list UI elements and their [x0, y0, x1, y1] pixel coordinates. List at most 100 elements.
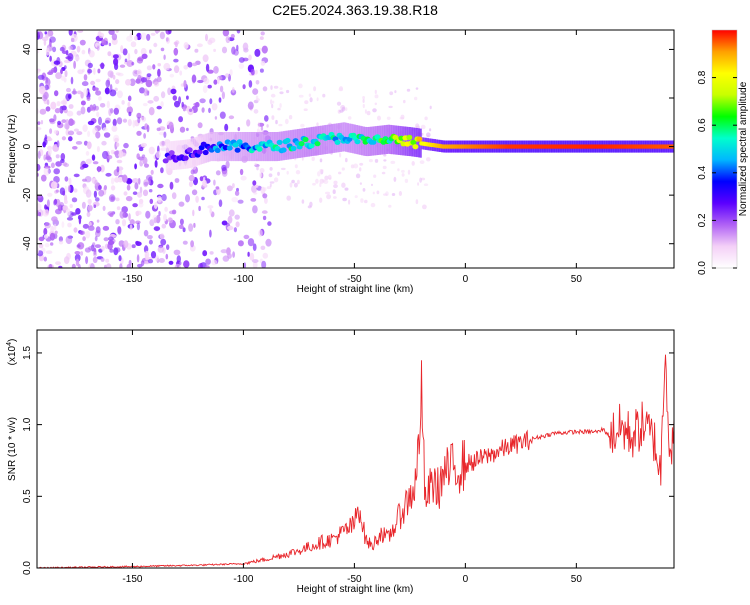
noise-speckle — [127, 53, 131, 61]
noise-speckle — [70, 76, 74, 85]
noise-speckle — [66, 208, 71, 217]
noise-speckle — [165, 37, 169, 42]
noise-speckle — [80, 106, 86, 115]
noise-speckle — [209, 251, 214, 255]
noise-speckle — [228, 209, 235, 217]
noise-speckle — [112, 118, 117, 127]
noise-speckle — [213, 79, 218, 85]
noise-speckle — [225, 36, 231, 44]
noise-speckle — [359, 182, 362, 185]
noise-speckle — [178, 224, 184, 229]
noise-speckle — [92, 242, 96, 247]
y-tick-label: -20 — [22, 187, 33, 202]
noise-speckle — [126, 178, 133, 184]
noise-speckle — [89, 104, 94, 111]
noise-speckle — [98, 185, 102, 190]
noise-speckle — [68, 104, 74, 109]
noise-speckle — [143, 229, 149, 237]
noise-speckle — [158, 258, 165, 263]
noise-speckle — [90, 80, 96, 86]
noise-speckle — [388, 204, 392, 208]
noise-speckle — [277, 107, 281, 111]
noise-speckle — [183, 260, 190, 268]
noise-speckle — [116, 117, 123, 125]
noise-speckle — [269, 183, 272, 188]
noise-speckle — [163, 131, 167, 138]
noise-speckle — [203, 77, 210, 85]
noise-speckle — [83, 88, 88, 97]
noise-speckle — [95, 90, 102, 96]
noise-speckle — [47, 147, 52, 156]
noise-speckle — [381, 171, 386, 175]
noise-speckle — [43, 227, 48, 236]
noise-speckle — [88, 225, 95, 231]
noise-speckle — [154, 160, 158, 168]
noise-speckle — [234, 214, 240, 220]
noise-speckle — [377, 115, 381, 121]
noise-speckle — [163, 54, 166, 60]
noise-speckle — [407, 169, 411, 175]
noise-speckle — [415, 199, 419, 205]
noise-speckle — [262, 187, 267, 192]
noise-speckle — [57, 120, 62, 126]
noise-speckle — [136, 130, 142, 136]
noise-speckle — [88, 199, 92, 207]
noise-speckle — [419, 177, 422, 183]
noise-speckle — [102, 225, 110, 231]
noise-speckle — [147, 259, 154, 264]
trace-halo — [416, 128, 419, 158]
noise-speckle — [48, 263, 53, 268]
noise-speckle — [153, 95, 160, 102]
noise-speckle — [95, 197, 100, 202]
noise-speckle — [96, 146, 100, 153]
noise-speckle — [81, 201, 86, 209]
noise-speckle — [100, 62, 105, 70]
noise-speckle — [161, 223, 167, 229]
noise-speckle — [220, 249, 228, 254]
noise-speckle — [232, 183, 235, 189]
trace-halo — [259, 132, 262, 162]
snr-multiplier: (x104) — [6, 339, 18, 366]
noise-speckle — [194, 48, 199, 53]
noise-speckle — [279, 91, 284, 95]
noise-speckle — [215, 186, 220, 190]
noise-speckle — [273, 85, 279, 89]
noise-speckle — [423, 183, 429, 186]
noise-speckle — [139, 87, 145, 94]
noise-speckle — [160, 147, 167, 152]
noise-speckle — [196, 43, 203, 48]
noise-speckle — [157, 195, 162, 203]
noise-speckle — [374, 158, 379, 163]
noise-speckle — [201, 107, 205, 113]
noise-speckle — [221, 169, 228, 177]
noise-speckle — [134, 35, 138, 41]
noise-speckle — [319, 178, 324, 184]
noise-speckle — [214, 116, 218, 120]
noise-speckle — [107, 240, 115, 246]
noise-speckle — [255, 80, 260, 85]
noise-speckle — [252, 261, 258, 268]
noise-speckle — [221, 46, 228, 54]
trace-point — [354, 139, 361, 145]
noise-speckle — [261, 45, 268, 54]
noise-speckle — [37, 31, 40, 36]
noise-speckle — [64, 70, 68, 78]
noise-speckle — [333, 196, 337, 199]
spectrogram-frame — [36, 29, 675, 269]
noise-speckle — [55, 208, 62, 215]
noise-speckle — [364, 109, 367, 114]
noise-speckle — [323, 179, 329, 184]
trace-point — [308, 143, 315, 149]
noise-speckle — [261, 210, 268, 214]
noise-speckle — [86, 141, 92, 150]
noise-speckle — [427, 134, 430, 138]
noise-speckle — [262, 215, 267, 221]
y-tick-label: 0.5 — [22, 489, 33, 503]
noise-speckle — [115, 219, 120, 225]
noise-speckle — [168, 260, 174, 265]
noise-speckle — [277, 171, 280, 176]
noise-speckle — [157, 183, 164, 189]
colorbar-tick-label: 0.0 — [697, 261, 708, 275]
trace-halo — [417, 128, 421, 158]
